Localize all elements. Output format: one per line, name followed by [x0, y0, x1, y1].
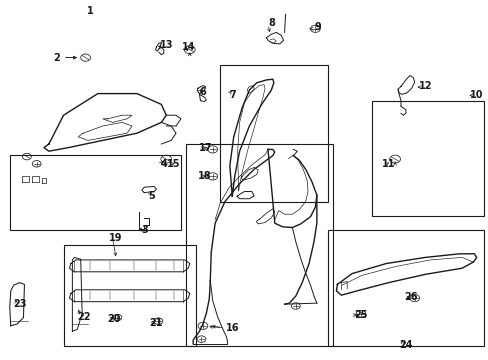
Bar	[63, 245, 195, 346]
Bar	[371, 101, 483, 216]
Text: 9: 9	[314, 22, 321, 32]
Text: 19: 19	[109, 233, 122, 243]
Text: 17: 17	[198, 143, 212, 153]
Bar	[185, 144, 332, 346]
Bar	[327, 230, 483, 346]
Text: 1: 1	[87, 6, 94, 16]
Text: 7: 7	[228, 90, 235, 100]
Text: 3: 3	[141, 225, 147, 235]
Text: 2: 2	[53, 53, 60, 63]
Bar	[10, 155, 181, 230]
Text: 15: 15	[166, 159, 180, 169]
Text: 5: 5	[148, 191, 155, 201]
Text: 26: 26	[403, 292, 417, 302]
Text: 25: 25	[353, 310, 367, 320]
Text: 21: 21	[149, 318, 163, 328]
Text: 20: 20	[107, 314, 121, 324]
Bar	[220, 65, 327, 202]
Text: 8: 8	[267, 18, 274, 28]
Text: 24: 24	[398, 340, 412, 350]
Text: 23: 23	[13, 299, 26, 309]
Text: 22: 22	[77, 312, 91, 322]
Text: 14: 14	[181, 42, 195, 52]
Text: 12: 12	[418, 81, 431, 91]
Text: 16: 16	[225, 323, 239, 333]
Text: 6: 6	[199, 87, 206, 97]
Text: 10: 10	[469, 90, 483, 100]
Text: 11: 11	[381, 159, 395, 169]
Text: 4: 4	[160, 159, 167, 169]
Text: 18: 18	[197, 171, 211, 181]
Text: 13: 13	[159, 40, 173, 50]
